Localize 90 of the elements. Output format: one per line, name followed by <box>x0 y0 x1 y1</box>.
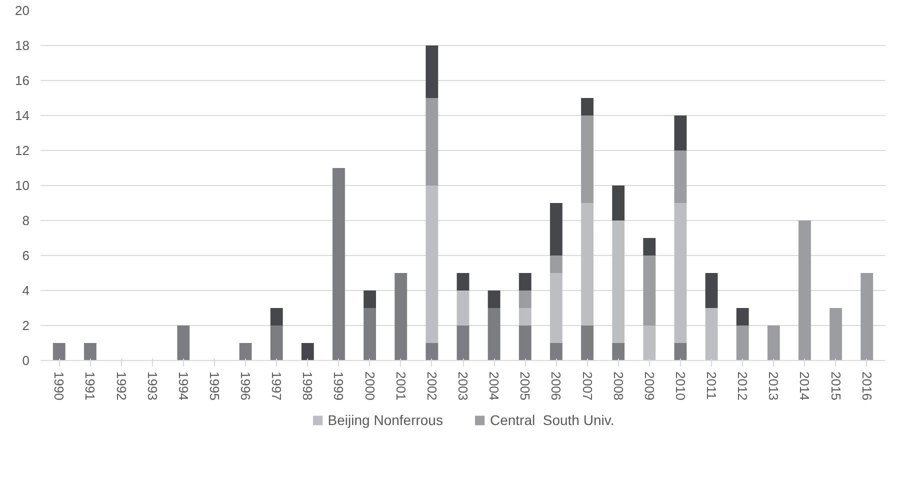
x-tick-label: 2004 <box>486 372 502 400</box>
legend-label: Central South Univ. <box>490 412 614 428</box>
bar <box>332 168 345 360</box>
bar <box>426 46 438 98</box>
bar <box>84 343 96 360</box>
bar <box>581 116 594 203</box>
x-tick-label: 2011 <box>704 372 720 400</box>
bar <box>643 256 656 326</box>
x-tick-label: 1992 <box>114 372 129 400</box>
bar <box>674 116 687 150</box>
x-tick-label: 2006 <box>548 372 564 400</box>
bar <box>550 343 562 360</box>
y-tick-label: 18 <box>15 38 30 53</box>
x-tick-label: 2013 <box>766 372 782 400</box>
bar <box>581 326 594 360</box>
bar <box>426 343 438 360</box>
bar <box>643 326 656 360</box>
y-tick-label: 20 <box>15 3 30 18</box>
bar <box>426 98 438 186</box>
bar <box>456 290 470 326</box>
x-tick-label: 1998 <box>300 372 316 400</box>
bar <box>674 343 687 360</box>
x-tick-label: 2014 <box>797 372 812 400</box>
bar <box>612 220 625 343</box>
x-tick-label: 2016 <box>859 372 874 400</box>
x-tick-label: 1997 <box>269 372 284 400</box>
bar <box>581 98 594 116</box>
bar <box>456 326 470 360</box>
y-tick-label: 4 <box>22 283 30 298</box>
bar <box>488 308 500 360</box>
bar <box>270 308 283 326</box>
x-tick-label: 2002 <box>424 372 440 400</box>
bar <box>518 290 532 308</box>
bar <box>364 290 376 308</box>
bar <box>674 150 687 203</box>
bar <box>550 256 562 273</box>
y-tick-label: 0 <box>22 353 30 368</box>
x-tick-label: 2005 <box>518 372 533 400</box>
bar <box>364 308 376 360</box>
y-tick-label: 6 <box>22 248 30 263</box>
y-tick-label: 16 <box>15 73 30 88</box>
y-tick-label: 10 <box>15 178 30 193</box>
y-tick-label: 12 <box>15 143 30 158</box>
bar <box>798 220 811 360</box>
legend-label: Beijing Nonferrous <box>328 412 443 428</box>
x-tick-label: 2012 <box>735 372 750 400</box>
bar <box>177 326 190 360</box>
bar <box>239 343 252 360</box>
bar <box>767 326 780 360</box>
bar <box>518 308 532 326</box>
x-tick-label: 1999 <box>331 372 346 400</box>
x-tick-label: 2003 <box>456 372 470 400</box>
x-tick-label: 2009 <box>642 372 657 400</box>
bar <box>52 343 66 360</box>
bar <box>860 273 874 360</box>
x-tick-label: 2000 <box>362 372 378 400</box>
y-tick-label: 2 <box>22 318 30 333</box>
bar <box>518 326 532 360</box>
bar <box>674 203 687 343</box>
bar <box>830 308 842 360</box>
x-tick-label: 1996 <box>238 372 254 400</box>
y-tick-label: 14 <box>15 108 30 123</box>
bar <box>426 186 438 343</box>
x-tick-label: 1991 <box>82 372 98 400</box>
x-tick-label: 1993 <box>144 372 160 400</box>
x-tick-label: 2015 <box>828 372 844 400</box>
x-tick-label: 2001 <box>393 372 408 400</box>
bar <box>518 273 532 290</box>
bar <box>270 326 283 360</box>
x-tick-label: 2010 <box>672 372 688 400</box>
bar <box>550 203 562 256</box>
x-tick-label: 2007 <box>580 372 595 400</box>
bar <box>488 290 500 308</box>
bar <box>550 273 562 343</box>
y-tick-label: 8 <box>22 213 30 228</box>
bar <box>736 326 749 360</box>
x-tick-label: 1990 <box>52 372 67 400</box>
bar <box>394 273 408 360</box>
bar <box>643 238 656 256</box>
x-tick-label: 1994 <box>176 372 191 400</box>
x-tick-label: 2008 <box>610 372 626 400</box>
x-tick-label: 1995 <box>206 372 222 400</box>
bar <box>612 186 625 220</box>
bar <box>456 273 470 290</box>
bar <box>705 273 718 308</box>
bar <box>301 343 314 360</box>
bar <box>736 308 749 326</box>
bar <box>612 343 625 360</box>
bar <box>581 203 594 326</box>
bar <box>705 308 718 360</box>
